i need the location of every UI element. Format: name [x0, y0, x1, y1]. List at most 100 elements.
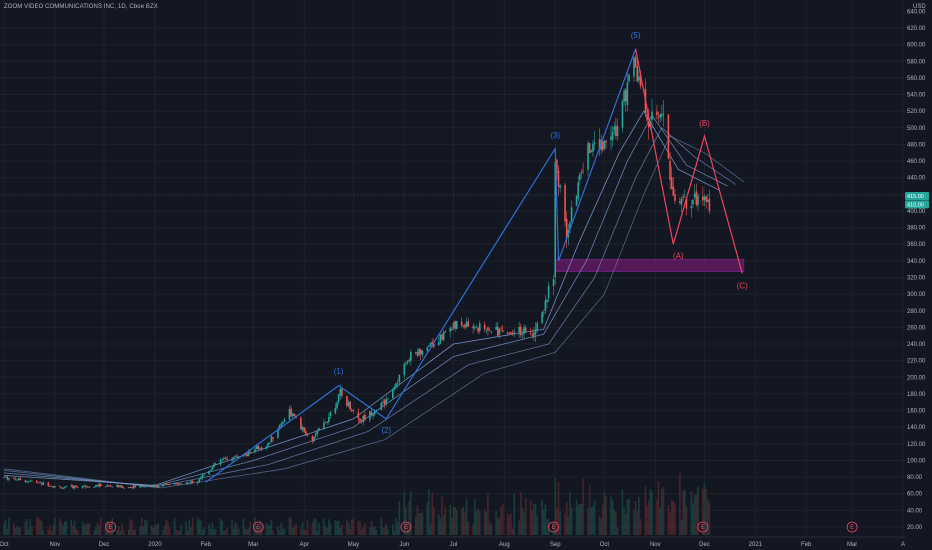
- candle-body: [313, 436, 315, 442]
- candle-body: [341, 388, 343, 396]
- volume-bar: [4, 520, 7, 535]
- candle-body: [533, 332, 535, 338]
- volume-bar: [201, 529, 204, 535]
- volume-bar: [37, 517, 40, 535]
- volume-bar: [131, 520, 133, 535]
- candle-body: [372, 414, 374, 416]
- volume-bar: [523, 512, 525, 535]
- volume-bar: [142, 526, 145, 535]
- volume-bar: [157, 523, 160, 535]
- candle-body: [536, 323, 538, 331]
- candle-body: [165, 483, 168, 485]
- candle-body: [547, 285, 550, 299]
- candle-body: [201, 474, 204, 478]
- candle-body: [219, 459, 222, 465]
- candle-body: [369, 411, 371, 420]
- y-tick-label: 240.00: [907, 342, 926, 348]
- candle-body: [50, 486, 53, 487]
- volume-bar: [98, 525, 100, 535]
- x-axis[interactable]: Oct Nov Dec 2020 Feb Mar Apr May Jun Jul Aug Sep Oct…: [0, 536, 905, 548]
- candle-body: [475, 327, 478, 329]
- volume-bar: [190, 526, 192, 535]
- volume-bar: [155, 524, 158, 535]
- candle-body: [559, 185, 561, 188]
- volume-bar: [62, 525, 64, 535]
- candle-body: [387, 398, 389, 400]
- volume-bar: [132, 530, 135, 535]
- volume-bar: [478, 511, 481, 535]
- y-tick-label: 60.00: [907, 492, 923, 498]
- volume-bar: [405, 507, 407, 535]
- volume-bar: [245, 529, 248, 535]
- candle-body: [523, 327, 525, 334]
- volume-bar: [682, 490, 684, 535]
- y-tick-label: 300.00: [907, 292, 926, 298]
- volume-bar: [196, 517, 199, 535]
- volume-bar: [303, 529, 306, 535]
- y-tick-label: 520.00: [907, 109, 926, 115]
- volume-bar: [702, 488, 704, 535]
- candle-body: [118, 485, 120, 488]
- volume-bar: [280, 523, 283, 535]
- volume-bar: [167, 522, 169, 535]
- volume-bar: [152, 527, 155, 535]
- volume-bar: [40, 521, 43, 535]
- volume-bar: [334, 520, 337, 535]
- volume-bar: [706, 498, 709, 535]
- candle-body: [695, 191, 698, 205]
- volume-bar: [431, 493, 433, 535]
- wave-label: (2): [381, 426, 391, 435]
- candle-body: [403, 364, 406, 376]
- candle-body: [414, 352, 417, 353]
- volume-bar: [690, 491, 693, 535]
- candle-body: [373, 410, 376, 415]
- candle-body: [613, 126, 616, 131]
- candle-body: [29, 480, 32, 482]
- volume-bar: [382, 527, 384, 535]
- candle-body: [155, 485, 158, 488]
- candle-body: [580, 172, 583, 174]
- candle-body: [552, 279, 555, 287]
- y-tick-label: 400.00: [907, 209, 926, 215]
- candle-body: [684, 196, 686, 198]
- candle-body: [40, 482, 43, 485]
- x-tick-label: Mar: [248, 542, 258, 548]
- candle-body: [306, 434, 309, 436]
- candle-body: [237, 456, 240, 458]
- candle-body: [370, 411, 373, 416]
- volume-bar: [375, 530, 378, 535]
- candle-body: [347, 402, 350, 407]
- candle-body: [490, 331, 493, 333]
- candle-body: [544, 300, 547, 312]
- volume-bar: [613, 509, 616, 535]
- volume-bar: [211, 522, 214, 535]
- volume-bar: [385, 523, 388, 535]
- volume-bar: [224, 530, 227, 535]
- volume-bar: [685, 506, 688, 535]
- earnings-marker-label: E: [701, 525, 705, 531]
- candle-body: [405, 363, 407, 365]
- candle-body: [511, 333, 514, 335]
- volume-bar: [141, 517, 143, 535]
- volume-bar: [188, 520, 191, 535]
- candle-body: [396, 382, 399, 384]
- candle-body: [634, 56, 637, 67]
- candle-body: [96, 484, 99, 487]
- candle-body: [582, 170, 584, 172]
- volume-bar: [536, 515, 538, 535]
- candle-body: [703, 196, 706, 201]
- volume-bar: [433, 506, 435, 535]
- volume-bar: [214, 529, 217, 535]
- candle-body: [109, 485, 112, 487]
- candle-body: [662, 113, 665, 115]
- volume-bar: [667, 505, 670, 535]
- volume-bar: [372, 527, 374, 535]
- volume-bar: [93, 530, 96, 535]
- candle-body: [380, 402, 383, 410]
- candle-body: [616, 126, 619, 137]
- candle-body: [88, 486, 91, 488]
- volume-bar: [13, 523, 15, 535]
- symbol-title[interactable]: ZOOM VIDEO COMMUNICATIONS INC, 1D, Cboe …: [4, 4, 158, 10]
- volume-bar: [339, 527, 342, 535]
